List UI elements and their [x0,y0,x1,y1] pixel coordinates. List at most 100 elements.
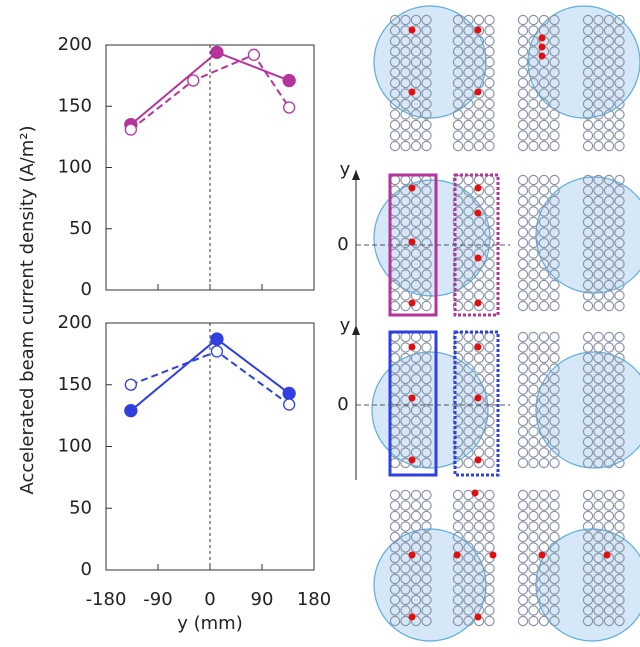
aperture [518,249,527,258]
aperture [550,532,559,541]
aperture [422,301,431,310]
aperture [518,522,527,531]
aperture [390,490,399,499]
red-dot [409,27,416,34]
aperture [485,175,494,184]
aperture [411,332,420,341]
aperture [453,511,462,520]
aperture [401,141,410,150]
aperture [518,458,527,467]
aperture [485,543,494,552]
aperture [529,427,538,436]
aperture [422,511,431,520]
aperture [604,522,613,531]
aperture [529,131,538,140]
aperture [485,595,494,604]
data-point [211,333,223,345]
diagram-axis-origin: 0 [337,234,348,255]
aperture [529,249,538,258]
aperture [594,343,603,352]
aperture [474,511,483,520]
aperture [529,490,538,499]
red-dot [539,35,546,42]
data-point [125,124,136,135]
aperture [615,501,624,510]
aperture [583,332,592,341]
aperture [583,120,592,129]
aperture [518,595,527,604]
aperture [550,110,559,119]
aperture [453,120,462,129]
aperture [518,207,527,216]
aperture [529,270,538,279]
aperture [529,385,538,394]
aperture [422,131,431,140]
aperture [518,110,527,119]
aperture [518,217,527,226]
aperture [485,616,494,625]
aperture [474,141,483,150]
aperture [464,458,473,467]
aperture [518,36,527,45]
aperture [539,270,548,279]
aperture [529,280,538,289]
aperture [518,448,527,457]
aperture [401,501,410,510]
aperture [485,353,494,362]
aperture [529,543,538,552]
aperture [550,332,559,341]
aperture [604,501,613,510]
aperture [474,110,483,119]
red-dot [604,552,611,559]
aperture [615,291,624,300]
aperture [411,490,420,499]
aperture [485,501,494,510]
aperture [474,532,483,541]
aperture [539,301,548,310]
aperture [539,131,548,140]
red-dot [475,210,482,217]
y-tick-label: 200 [58,312,92,333]
aperture [518,270,527,279]
aperture [529,511,538,520]
y-tick-label: 50 [69,218,92,239]
aperture [583,131,592,140]
aperture [485,374,494,383]
aperture [485,332,494,341]
aperture [401,120,410,129]
aperture [464,511,473,520]
aperture [529,437,538,446]
aperture [464,332,473,341]
aperture [539,291,548,300]
red-dot [472,490,479,497]
aperture [615,131,624,140]
aperture [529,141,538,150]
aperture [539,353,548,362]
aperture [550,301,559,310]
diagram-axis-label: y [340,159,351,180]
aperture [529,353,538,362]
aperture [529,89,538,98]
aperture [411,131,420,140]
aperture [518,490,527,499]
aperture [485,437,494,446]
aperture [550,175,559,184]
arrow [352,325,360,335]
aperture [485,343,494,352]
y-axis-label: Accelerated beam current density (A/m²) [17,126,38,495]
aperture [518,343,527,352]
y-tick-label: 0 [81,279,92,300]
aperture [518,511,527,520]
aperture [594,141,603,150]
aperture [485,280,494,289]
aperture [485,532,494,541]
aperture [390,120,399,129]
aperture [518,427,527,436]
aperture [615,522,624,531]
aperture [615,343,624,352]
aperture [550,343,559,352]
aperture [529,259,538,268]
aperture [550,131,559,140]
aperture [464,343,473,352]
data-point [188,75,199,86]
